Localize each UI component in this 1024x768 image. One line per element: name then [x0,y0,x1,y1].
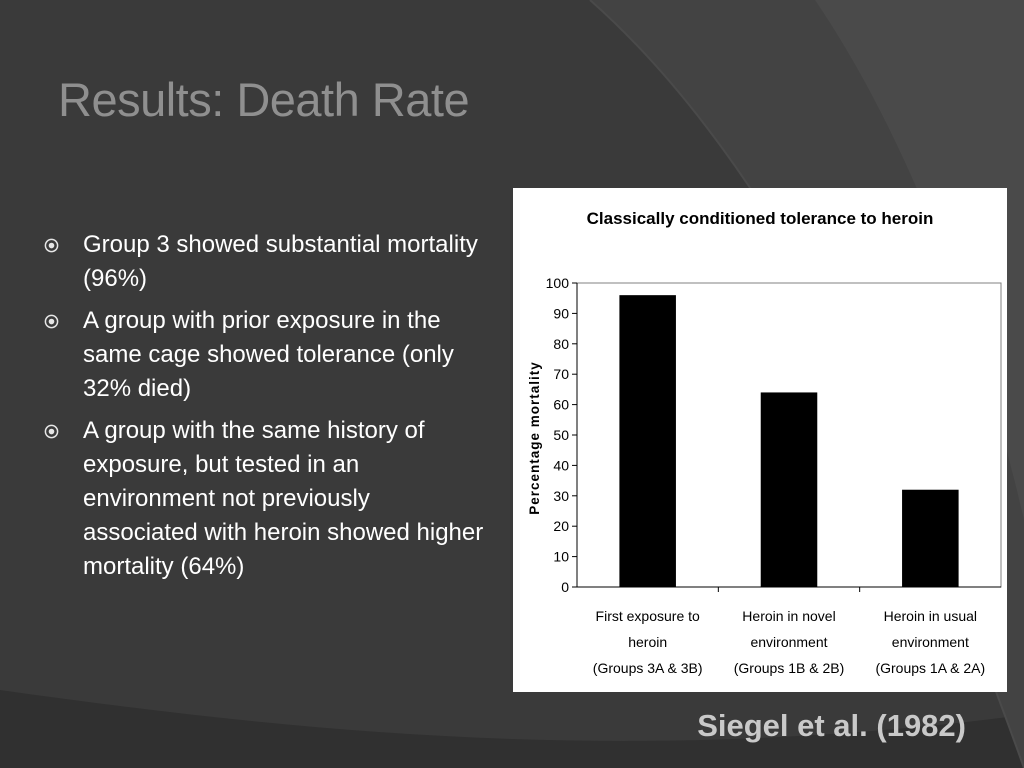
bullet-text: Group 3 showed substantial mortality (96… [83,231,478,292]
x-tick-label: (Groups 1B & 2B) [734,660,845,676]
bar [760,392,818,587]
bullet-list: Group 3 showed substantial mortality (96… [44,228,484,592]
x-tick-label: (Groups 1A & 2A) [875,660,985,676]
y-tick-label: 0 [561,579,569,595]
bullet-text: A group with the same history of exposur… [83,417,484,580]
y-tick-label: 10 [553,549,569,565]
chart-canvas: Classically conditioned tolerance to her… [527,209,1002,676]
bar [902,489,959,587]
bullet-item: A group with the same history of exposur… [44,414,484,584]
y-tick-label: 60 [553,397,569,413]
bullet-text: A group with prior exposure in the same … [83,307,454,402]
x-tick-label: heroin [628,634,667,650]
y-tick-label: 100 [546,275,570,291]
chart-title: Classically conditioned tolerance to her… [587,209,934,228]
x-tick-label: (Groups 3A & 3B) [593,660,703,676]
bar [619,295,676,587]
citation: Siegel et al. (1982) [697,708,966,743]
y-tick-label: 90 [553,305,569,321]
x-tick-label: Heroin in novel [742,608,835,624]
x-tick-label: environment [892,634,969,650]
y-tick-label: 70 [553,366,569,382]
x-tick-label: Heroin in usual [884,608,977,624]
y-tick-label: 50 [553,427,569,443]
x-tick-label: First exposure to [596,608,700,624]
y-tick-label: 40 [553,457,569,473]
bullet-item: A group with prior exposure in the same … [44,304,484,406]
slide-title: Results: Death Rate [58,73,470,126]
y-tick-label: 20 [553,518,569,534]
bar-chart: Classically conditioned tolerance to her… [513,188,1007,692]
y-tick-label: 30 [553,488,569,504]
circled-dot-icon [44,238,59,253]
y-tick-label: 80 [553,336,569,352]
circled-dot-icon [44,424,59,439]
circled-dot-icon [44,314,59,329]
bullet-item: Group 3 showed substantial mortality (96… [44,228,484,296]
x-tick-label: environment [750,634,827,650]
y-axis-label: Percentage mortality [527,361,542,515]
